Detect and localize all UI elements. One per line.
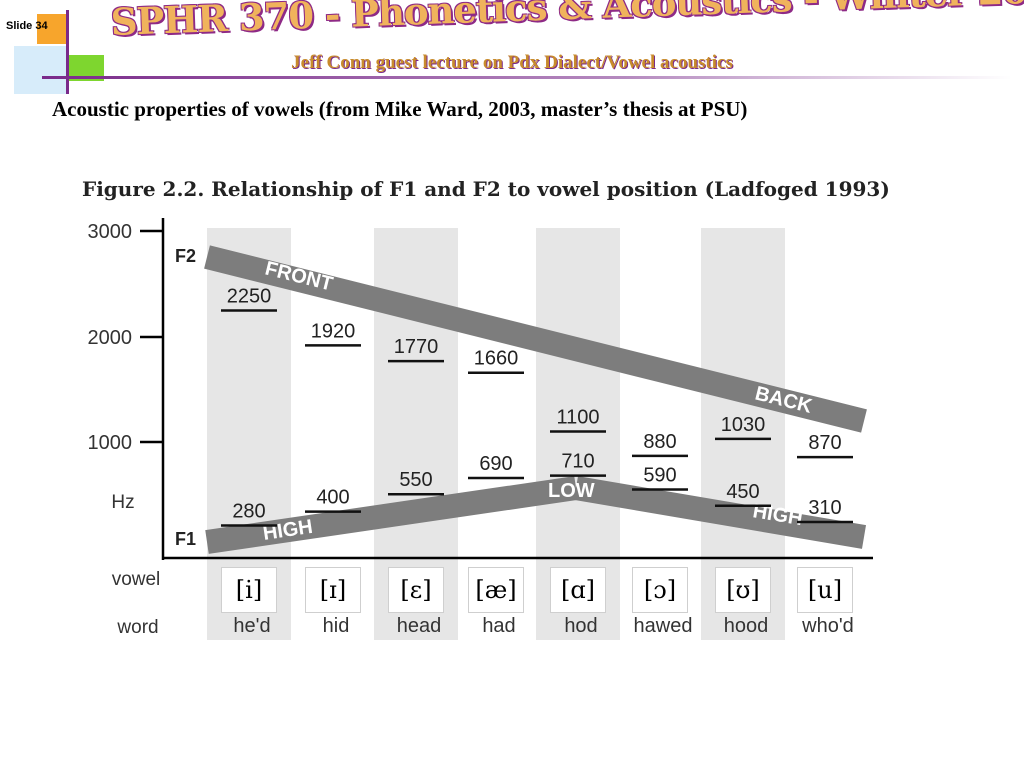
header-cyan-square xyxy=(14,46,66,94)
formant-value-label: 280 xyxy=(232,501,265,523)
formant-value-label: 1100 xyxy=(556,407,599,429)
formant-value-label: 590 xyxy=(643,465,676,487)
formant-value-label: 880 xyxy=(643,431,676,453)
word-label: head xyxy=(397,615,442,637)
word-label: hid xyxy=(323,615,350,637)
band-label-low: LOW xyxy=(548,480,595,502)
vowel-symbol-box: [ɑ] xyxy=(550,567,606,613)
word-label: who'd xyxy=(801,615,854,637)
vowel-symbol-box: [u] xyxy=(797,567,853,613)
f1-series-label: F1 xyxy=(175,529,196,549)
formant-value-label: 550 xyxy=(399,469,432,491)
word-labels: he'd hid head had hod hawed hood who'd xyxy=(233,615,853,637)
slide-label-text: Slide xyxy=(6,20,33,32)
y-axis-label: Hz xyxy=(111,492,134,513)
f2-series-label: F2 xyxy=(175,246,196,266)
formant-value-label: 1660 xyxy=(474,348,519,370)
y-tick-label: 2000 xyxy=(88,327,133,349)
f1-right-band xyxy=(573,476,867,549)
vowel-row-label: vowel xyxy=(112,569,161,590)
word-label: hod xyxy=(564,615,597,637)
formant-value-label: 310 xyxy=(808,497,841,519)
formant-value-label: 710 xyxy=(561,451,594,473)
slide-number: 34 xyxy=(35,20,48,32)
vowel-symbol-box: [ɔ] xyxy=(632,567,688,613)
formant-value-label: 1920 xyxy=(311,320,356,342)
word-label: hawed xyxy=(634,615,693,637)
header-orange-square xyxy=(37,14,67,44)
word-label: had xyxy=(482,615,515,637)
formant-value-label: 1770 xyxy=(394,336,439,358)
slide-number-label: Slide 34 xyxy=(6,20,48,32)
vowel-symbol-box: [i] xyxy=(221,567,277,613)
formant-marks: 2250 1920 1770 1660 1100 880 1030 870 280 400 550 6… xyxy=(221,286,853,527)
chart-axes xyxy=(161,218,873,560)
y-tick-label: 3000 xyxy=(88,221,133,243)
formant-value-label: 400 xyxy=(316,487,349,509)
vowel-symbol-box: [ɪ] xyxy=(305,567,361,613)
f1-left-band xyxy=(205,476,578,554)
slide-heading: Acoustic properties of vowels (from Mike… xyxy=(52,97,748,121)
header-vertical-rule xyxy=(66,10,69,94)
vowel-symbol-box: [ɛ] xyxy=(388,567,444,613)
formant-value-label: 450 xyxy=(726,481,759,503)
word-row-label: word xyxy=(116,617,158,638)
vowel-symbol-box: [æ] xyxy=(468,567,524,613)
y-axis-ticks: 3000 2000 1000 xyxy=(88,221,163,454)
chart-title: Figure 2.2. Relationship of F1 and F2 to… xyxy=(82,177,890,201)
word-label: hood xyxy=(724,615,769,637)
f2-front-back-band xyxy=(204,245,867,433)
formant-value-label: 2250 xyxy=(227,286,272,308)
formant-value-label: 1030 xyxy=(721,414,766,436)
formant-value-label: 870 xyxy=(808,432,841,454)
slide-subtitle: Jeff Conn guest lecture on Pdx Dialect/V… xyxy=(291,52,733,73)
y-tick-label: 1000 xyxy=(88,432,133,454)
word-label: he'd xyxy=(233,615,270,637)
header-horizontal-rule xyxy=(42,76,1012,79)
formant-value-label: 690 xyxy=(479,453,512,475)
vowel-symbol-box: [ʊ] xyxy=(715,567,771,613)
